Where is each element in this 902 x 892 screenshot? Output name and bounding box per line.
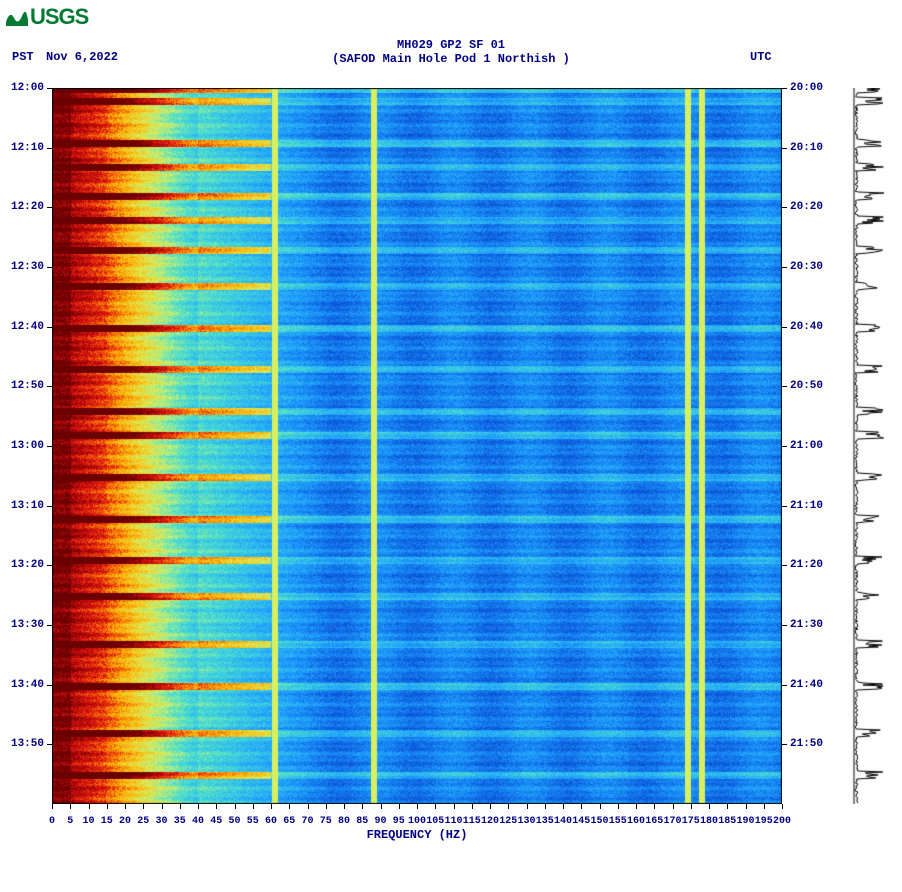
spectrogram-plot — [52, 88, 782, 804]
xtick: 190 — [736, 816, 754, 827]
title-line2: (SAFOD Main Hole Pod 1 Northish ) — [332, 52, 570, 66]
xtick: 30 — [155, 816, 167, 827]
amplitude-side-trace — [850, 88, 888, 804]
xtick: 145 — [572, 816, 590, 827]
xtick: 55 — [247, 816, 259, 827]
xtick: 40 — [192, 816, 204, 827]
xtick: 150 — [590, 816, 608, 827]
ytick-left: 12:50 — [0, 380, 44, 392]
ytick-right: 21:20 — [790, 559, 823, 571]
xtick: 20 — [119, 816, 131, 827]
xtick: 160 — [627, 816, 645, 827]
ytick-right: 20:20 — [790, 201, 823, 213]
xtick: 0 — [49, 816, 55, 827]
xtick: 175 — [682, 816, 700, 827]
side-trace-canvas — [850, 88, 888, 804]
usgs-logo-text: USGS — [30, 4, 88, 30]
ytick-right: 20:10 — [790, 142, 823, 154]
xtick: 85 — [356, 816, 368, 827]
y-axis-right-utc: 20:0020:1020:2020:3020:4020:5021:0021:10… — [786, 88, 846, 804]
ytick-left: 12:20 — [0, 201, 44, 213]
xtick: 80 — [338, 816, 350, 827]
xtick: 115 — [463, 816, 481, 827]
ytick-right: 20:50 — [790, 380, 823, 392]
xtick: 10 — [82, 816, 94, 827]
xtick: 170 — [663, 816, 681, 827]
xtick: 135 — [536, 816, 554, 827]
ytick-left: 13:00 — [0, 440, 44, 452]
ytick-left: 13:10 — [0, 500, 44, 512]
ytick-right: 21:40 — [790, 679, 823, 691]
xtick: 185 — [718, 816, 736, 827]
xtick: 180 — [700, 816, 718, 827]
xtick: 65 — [283, 816, 295, 827]
xtick: 75 — [320, 816, 332, 827]
xtick: 45 — [210, 816, 222, 827]
xtick: 125 — [499, 816, 517, 827]
xtick: 35 — [174, 816, 186, 827]
xtick: 25 — [137, 816, 149, 827]
xtick: 165 — [645, 816, 663, 827]
ytick-right: 21:30 — [790, 619, 823, 631]
ytick-right: 21:50 — [790, 738, 823, 750]
ytick-right: 21:10 — [790, 500, 823, 512]
ytick-right: 20:30 — [790, 261, 823, 273]
usgs-wave-icon — [6, 8, 28, 26]
xtick: 130 — [517, 816, 535, 827]
xtick: 100 — [408, 816, 426, 827]
xtick: 110 — [444, 816, 462, 827]
ytick-left: 12:10 — [0, 142, 44, 154]
xtick: 90 — [374, 816, 386, 827]
xtick: 195 — [755, 816, 773, 827]
ytick-left: 13:40 — [0, 679, 44, 691]
xtick: 5 — [67, 816, 73, 827]
xtick: 140 — [554, 816, 572, 827]
ytick-left: 12:30 — [0, 261, 44, 273]
ytick-right: 21:00 — [790, 440, 823, 452]
ytick-right: 20:00 — [790, 82, 823, 94]
ytick-left: 13:50 — [0, 738, 44, 750]
xtick: 95 — [393, 816, 405, 827]
xtick: 155 — [609, 816, 627, 827]
xtick: 105 — [426, 816, 444, 827]
xtick: 15 — [101, 816, 113, 827]
title-line1: MH029 GP2 SF 01 — [397, 38, 505, 52]
xtick: 120 — [481, 816, 499, 827]
xtick: 60 — [265, 816, 277, 827]
ytick-left: 12:00 — [0, 82, 44, 94]
ytick-left: 13:20 — [0, 559, 44, 571]
x-axis-label: FREQUENCY (HZ) — [52, 828, 782, 842]
xtick: 70 — [301, 816, 313, 827]
ytick-left: 12:40 — [0, 321, 44, 333]
y-axis-left-pst: 12:0012:1012:2012:3012:4012:5013:0013:10… — [0, 88, 48, 804]
date-label: Nov 6,2022 — [46, 50, 118, 64]
ytick-left: 13:30 — [0, 619, 44, 631]
utc-label: UTC — [750, 50, 772, 64]
xtick: 200 — [773, 816, 791, 827]
usgs-logo: USGS — [6, 4, 88, 30]
pst-label: PST — [12, 50, 34, 64]
xtick: 50 — [228, 816, 240, 827]
spectrogram-canvas — [52, 88, 782, 804]
ytick-right: 20:40 — [790, 321, 823, 333]
